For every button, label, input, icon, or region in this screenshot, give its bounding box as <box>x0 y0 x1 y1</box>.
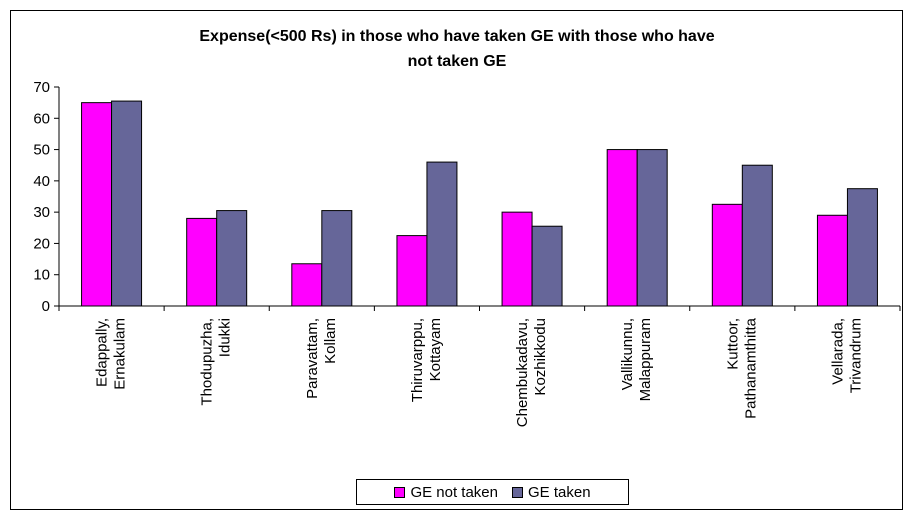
category-label: Thodupuzha, Idukki <box>199 318 234 406</box>
category-label-line: Kottayam <box>427 318 444 381</box>
bar-ge-not-taken <box>816 214 848 307</box>
category-label: Chembukadavu, Kozhikkodu <box>514 318 549 427</box>
y-tick-label: 40 <box>33 173 50 190</box>
chart-title: Expense(<500 Rs) in those who have taken… <box>0 24 914 74</box>
bar-ge-taken <box>321 210 353 307</box>
chart-title-line-2: not taken GE <box>407 53 507 70</box>
category-label: Thiruvarppu, Kottayam <box>409 318 444 402</box>
legend: GE not taken GE taken <box>356 479 629 505</box>
category-label-line: Pathanamthitta <box>742 317 759 419</box>
category-label: Paravattam, Kollam <box>304 318 339 399</box>
legend-swatch-ge-not-taken <box>394 486 406 498</box>
bar-ge-not-taken <box>81 102 113 307</box>
y-tick-label: 20 <box>33 235 50 252</box>
category-label: Vellarada, Trivandrum <box>829 318 864 393</box>
bar-ge-not-taken <box>711 203 743 307</box>
category-label-line: Ernakulam <box>112 318 129 390</box>
bar-ge-taken <box>216 210 248 307</box>
y-tick-label: 70 <box>33 79 50 96</box>
category-label-line: Trivandrum <box>847 318 864 393</box>
bar-ge-not-taken <box>501 211 533 307</box>
bar-ge-not-taken <box>606 149 638 307</box>
y-tick-label: 0 <box>42 298 50 315</box>
bar-ge-not-taken <box>396 235 428 307</box>
y-tick-label: 30 <box>33 204 50 221</box>
category-label-line: Paravattam, <box>304 318 321 399</box>
bar-ge-taken <box>111 100 143 307</box>
y-tick-label: 50 <box>33 142 50 159</box>
legend-item-ge-not-taken: GE not taken <box>394 484 498 501</box>
y-tick-label: 10 <box>33 267 50 284</box>
category-label-line: Chembukadavu, <box>514 318 531 427</box>
chart-title-line-1: Expense(<500 Rs) in those who have taken… <box>199 28 715 45</box>
category-label-line: Idukki <box>217 318 234 357</box>
category-label: Vallikunnu, Malappuram <box>619 318 654 401</box>
legend-item-ge-taken: GE taken <box>512 484 591 501</box>
bar-ge-taken <box>846 188 878 307</box>
legend-swatch-ge-taken <box>512 486 523 498</box>
category-label-line: Kuttoor, <box>724 318 741 370</box>
category-label-line: Malappuram <box>637 318 654 401</box>
bar-ge-taken <box>741 164 773 307</box>
category-label-line: Thodupuzha, <box>199 318 216 406</box>
legend-label-ge-not-taken: GE not taken <box>410 483 498 501</box>
bar-ge-not-taken <box>186 217 218 307</box>
category-label: Kuttoor, Pathanamthitta <box>724 317 759 419</box>
legend-label-ge-taken: GE taken <box>528 483 591 501</box>
bar-ge-taken <box>636 149 668 307</box>
y-tick-label: 60 <box>33 110 50 127</box>
bar-ge-taken <box>426 161 458 307</box>
category-label: Edappally, Ernakulam <box>94 318 129 390</box>
category-label-line: Kollam <box>322 318 339 364</box>
category-label-line: Thiruvarppu, <box>409 318 426 402</box>
category-label-line: Vellarada, <box>829 318 846 385</box>
bar-ge-taken <box>531 225 563 307</box>
bar-ge-not-taken <box>291 263 323 307</box>
category-label-line: Kozhikkodu <box>532 318 549 396</box>
category-label-line: Vallikunnu, <box>619 318 636 390</box>
category-label-line: Edappally, <box>94 318 111 387</box>
